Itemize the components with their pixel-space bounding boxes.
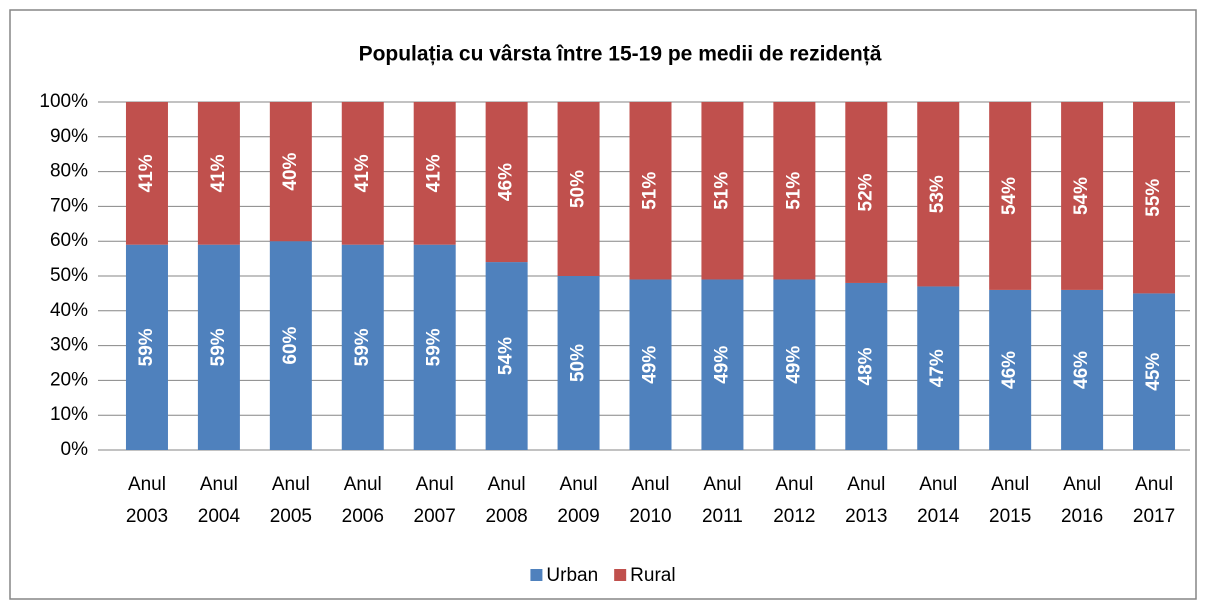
data-label: 54% xyxy=(999,177,1020,215)
bar-segment xyxy=(413,244,456,450)
legend-swatch xyxy=(614,569,627,581)
x-tick-label: Anul 2017 xyxy=(1132,474,1176,527)
bar-segment xyxy=(269,241,312,450)
x-tick-label: Anul 2008 xyxy=(485,474,528,527)
bar-segment xyxy=(845,102,888,283)
data-label: 50% xyxy=(568,170,589,208)
y-tick-label: 100% xyxy=(39,91,88,112)
bar-segment xyxy=(1133,293,1176,450)
x-tick-label: Anul 2016 xyxy=(1060,474,1104,527)
bar-segment xyxy=(989,289,1032,450)
x-tick-label: Anul 2005 xyxy=(269,474,312,527)
data-label: 60% xyxy=(280,326,301,364)
data-label: 54% xyxy=(1071,177,1092,215)
bar-segment xyxy=(269,102,312,242)
bar-segment xyxy=(557,276,600,450)
bar-segment xyxy=(197,102,240,245)
data-label: 51% xyxy=(711,172,732,210)
y-tick-label: 30% xyxy=(50,335,88,356)
x-tick-label: Anul 2012 xyxy=(773,474,816,527)
data-label: 53% xyxy=(927,175,948,213)
bar-segment xyxy=(341,244,384,450)
bar-segment xyxy=(989,102,1032,290)
data-label: 59% xyxy=(136,328,157,366)
data-label: 41% xyxy=(352,154,373,192)
bar-segment xyxy=(557,102,600,276)
y-tick-label: 70% xyxy=(50,195,88,216)
data-label: 46% xyxy=(1071,351,1092,389)
data-label: 46% xyxy=(496,163,517,201)
x-tick-label: Anul 2004 xyxy=(197,474,241,527)
data-label: 51% xyxy=(783,172,804,210)
bar-segment xyxy=(701,102,744,280)
data-label: 49% xyxy=(711,346,732,384)
data-label: 51% xyxy=(640,172,661,210)
y-tick-label: 40% xyxy=(50,300,88,321)
x-tick-label: Anul 2013 xyxy=(845,474,888,527)
x-tick-label: Anul 2006 xyxy=(341,474,384,527)
bar-segment xyxy=(125,244,168,450)
x-tick-label: Anul 2003 xyxy=(125,474,169,527)
y-tick-label: 10% xyxy=(50,404,88,425)
bar-segment xyxy=(773,102,816,280)
data-label: 49% xyxy=(783,346,804,384)
bar-segment xyxy=(1133,102,1176,294)
y-tick-label: 60% xyxy=(50,230,88,251)
data-label: 46% xyxy=(999,351,1020,389)
y-tick-label: 20% xyxy=(50,369,88,390)
bar-segment xyxy=(845,282,888,450)
data-label: 59% xyxy=(208,328,229,366)
x-tick-label: Anul 2009 xyxy=(557,474,600,527)
data-label: 41% xyxy=(136,154,157,192)
x-tick-label: Anul 2010 xyxy=(629,474,672,527)
y-tick-label: 50% xyxy=(50,265,88,286)
data-label: 59% xyxy=(352,328,373,366)
data-label: 54% xyxy=(496,337,517,375)
bar-segment xyxy=(197,244,240,450)
bar-segment xyxy=(917,286,960,450)
x-tick-label: Anul 2014 xyxy=(917,474,960,527)
legend-label: Urban xyxy=(546,565,598,586)
bar-segment xyxy=(701,279,744,450)
x-tick-label: Anul 2011 xyxy=(701,474,743,527)
bar-segment xyxy=(485,102,528,263)
chart-title: Populația cu vârsta între 15-19 pe medii… xyxy=(359,43,882,66)
data-label: 48% xyxy=(855,347,876,385)
bar-segment xyxy=(341,102,384,245)
y-tick-label: 80% xyxy=(50,161,88,182)
legend-swatch xyxy=(530,569,543,581)
bar-segment xyxy=(917,102,960,287)
data-label: 49% xyxy=(640,346,661,384)
bar-segment xyxy=(773,279,816,450)
data-label: 47% xyxy=(927,349,948,387)
data-label: 40% xyxy=(280,152,301,190)
data-label: 45% xyxy=(1143,353,1164,391)
x-tick-label: Anul 2015 xyxy=(989,474,1032,527)
data-label: 52% xyxy=(855,173,876,211)
data-label: 59% xyxy=(424,328,445,366)
bar-segment xyxy=(125,102,168,245)
bar-segment xyxy=(629,102,672,280)
y-tick-label: 0% xyxy=(61,439,89,460)
data-label: 50% xyxy=(568,344,589,382)
y-tick-label: 90% xyxy=(50,126,88,147)
bar-segment xyxy=(1061,102,1104,290)
bar-segment xyxy=(413,102,456,245)
data-label: 41% xyxy=(424,154,445,192)
data-label: 55% xyxy=(1143,179,1164,217)
x-tick-label: Anul 2007 xyxy=(413,474,456,527)
bar-segment xyxy=(485,262,528,450)
bar-segment xyxy=(629,279,672,450)
data-label: 41% xyxy=(208,154,229,192)
legend-label: Rural xyxy=(630,565,675,586)
bar-segment xyxy=(1061,289,1104,450)
